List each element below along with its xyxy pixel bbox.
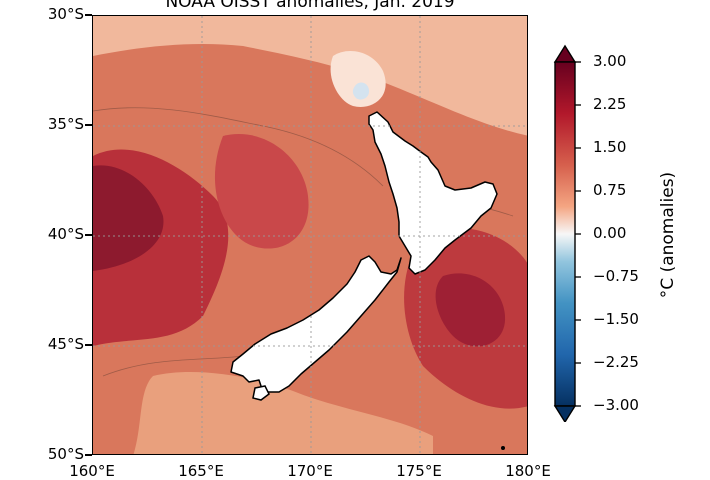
colorbar-label: °C (anomalies) [658,171,678,299]
anomaly-field-negative [352,82,370,100]
colorbar-scale [554,61,576,407]
longitude-tick-label: 175°E [396,462,442,480]
anomaly-field-weak-north [93,16,527,136]
colorbar-upper-extension [553,44,577,63]
colorbar-ticks [575,61,581,407]
latitude-tick [85,344,92,346]
latitude-tick [85,124,92,126]
anomaly-contour-1 [93,107,384,187]
colorbar-tick-label: 1.50 [593,138,627,156]
anomaly-field-strongest-west [93,165,164,271]
colorbar-tick-label: 0.75 [593,181,627,199]
colorbar-tick-label: 3.00 [593,52,627,70]
colorbar-tick-label: −0.75 [593,267,639,285]
latitude-tick-label: 50°S [47,445,84,463]
stewart-island-land [252,385,270,401]
colorbar-tick-label: −2.25 [593,353,639,371]
latitude-tick-label: 35°S [47,115,84,133]
map-frame [92,15,528,455]
chatham-islands-land [501,446,505,450]
anomaly-field-weak-south [133,372,433,454]
map-title: NOAA OISST anomalies, Jan. 2019 [165,0,455,12]
anomaly-map [93,16,527,454]
anomaly-field-near-zero [330,51,386,107]
colorbar-tick-label: −3.00 [593,396,639,414]
anomaly-field-strongest-east [435,273,506,347]
south-island-land [230,255,402,393]
latitude-tick-label: 45°S [47,335,84,353]
colorbar-tick-label: −1.50 [593,310,639,328]
map-gridlines [93,16,527,454]
colorbar [553,44,581,422]
longitude-tick-label: 170°E [287,462,333,480]
colorbar-tick-label: 2.25 [593,95,627,113]
colorbar-lower-extension [553,405,577,422]
latitude-tick-label: 40°S [47,225,84,243]
colorbar-tick-label: 0.00 [593,224,627,242]
latitude-tick-label: 30°S [47,5,84,23]
latitude-tick [85,454,92,456]
north-island-land [368,111,498,275]
latitude-tick [85,14,92,16]
latitude-tick [85,234,92,236]
anomaly-field-central [214,134,309,249]
longitude-tick-label: 180°E [505,462,551,480]
longitude-tick-label: 160°E [69,462,115,480]
longitude-tick-label: 165°E [178,462,224,480]
